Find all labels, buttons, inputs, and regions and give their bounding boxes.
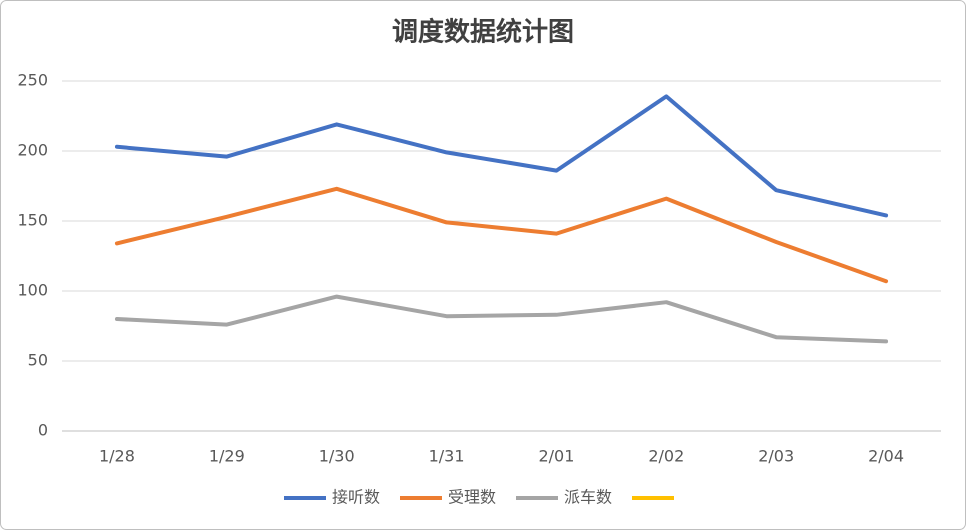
- y-tick-label: 250: [17, 71, 48, 90]
- x-tick-label: 2/03: [758, 447, 794, 466]
- x-tick-label: 1/31: [429, 447, 465, 466]
- x-tick-label: 2/01: [538, 447, 574, 466]
- chart-title: 调度数据统计图: [392, 17, 574, 48]
- y-tick-label: 200: [17, 141, 48, 160]
- x-tick-label: 1/29: [209, 447, 245, 466]
- legend-label: 接听数: [332, 488, 380, 507]
- series-line: [114, 294, 889, 344]
- legend-label: 派车数: [564, 488, 612, 507]
- x-tick-label: 1/28: [99, 447, 135, 466]
- y-tick-label: 0: [38, 421, 48, 440]
- series-line: [114, 94, 889, 218]
- y-tick-label: 50: [28, 351, 48, 370]
- y-tick-label: 100: [17, 281, 48, 300]
- y-tick-label: 150: [17, 211, 48, 230]
- x-tick-label: 2/04: [868, 447, 904, 466]
- x-tick-label: 1/30: [319, 447, 355, 466]
- series-line: [114, 186, 889, 284]
- x-tick-label: 2/02: [648, 447, 684, 466]
- legend-label: 受理数: [448, 488, 496, 507]
